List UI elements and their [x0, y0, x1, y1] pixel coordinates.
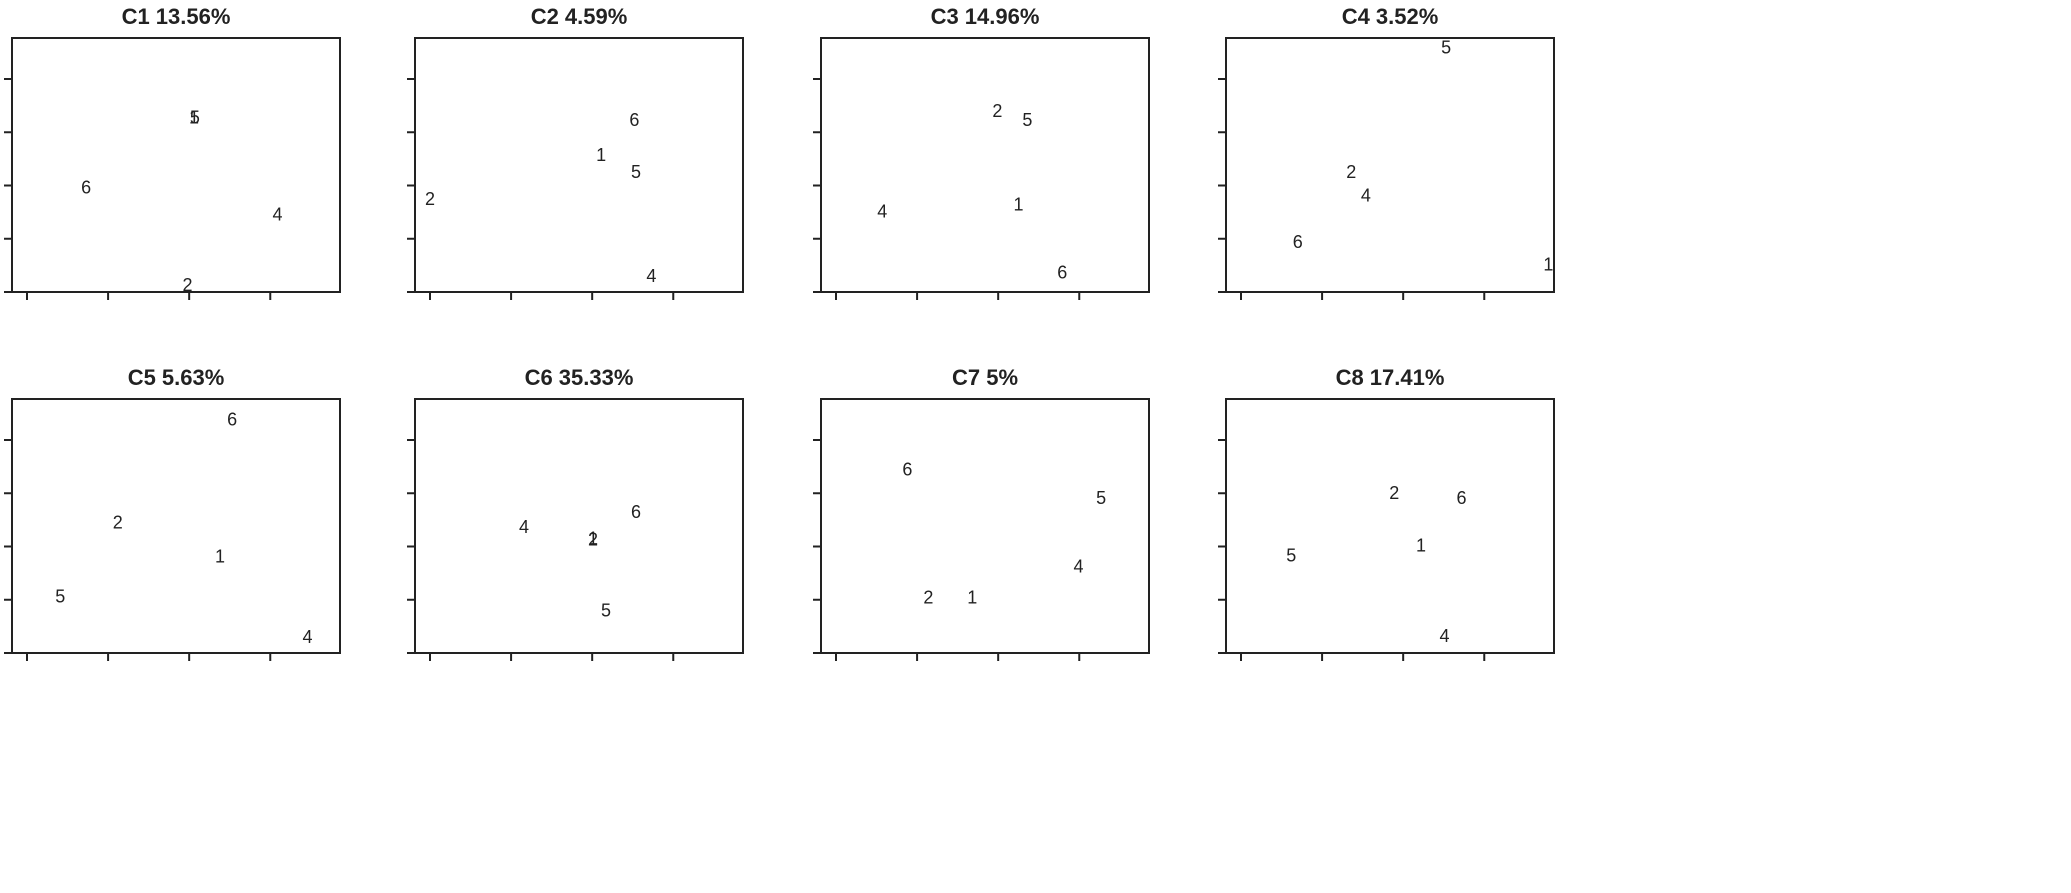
point-label: 5 [1441, 37, 1451, 57]
point-label: 6 [631, 502, 641, 522]
plot-frame [414, 37, 744, 293]
point-label: 5 [601, 601, 611, 621]
point-label: 2 [1346, 162, 1356, 182]
point-label: 5 [190, 108, 200, 128]
point-label: 4 [1440, 626, 1450, 646]
point-label: 4 [519, 517, 529, 537]
plot-frame [820, 398, 1150, 654]
point-label: 4 [1361, 185, 1371, 205]
point-label: 2 [1389, 483, 1399, 503]
point-label: 6 [81, 177, 91, 197]
point-label: 2 [113, 512, 123, 532]
panel-title: C1 13.56% [122, 4, 231, 29]
panel-title: C8 17.41% [1336, 365, 1445, 390]
point-label: 5 [55, 586, 65, 606]
panel-title: C2 4.59% [531, 4, 628, 29]
point-label: 4 [1073, 557, 1083, 577]
point-label: 2 [923, 587, 933, 607]
point-label: 1 [1543, 255, 1553, 275]
point-label: 1 [967, 587, 977, 607]
panel-title: C5 5.63% [128, 365, 225, 390]
point-label: 4 [303, 627, 313, 647]
plot-frame [11, 398, 341, 654]
point-label: 5 [1022, 110, 1032, 130]
point-label: 1 [1013, 194, 1023, 214]
panel-title: C7 5% [952, 365, 1018, 390]
plot-frame [820, 37, 1150, 293]
plot-frame [1225, 398, 1555, 654]
plot-frame [414, 398, 744, 654]
point-label: 2 [183, 275, 193, 295]
panel-title: C3 14.96% [931, 4, 1040, 29]
point-label: 6 [1293, 232, 1303, 252]
point-label: 4 [273, 205, 283, 225]
point-label: 4 [646, 266, 656, 286]
plot-frame [1225, 37, 1555, 293]
point-label: 1 [588, 528, 598, 548]
point-label: 1 [189, 108, 199, 128]
point-label: 2 [588, 529, 598, 549]
point-label: 4 [877, 201, 887, 221]
point-label: 6 [902, 460, 912, 480]
point-label: 5 [631, 162, 641, 182]
point-label: 1 [596, 145, 606, 165]
point-label: 2 [425, 189, 435, 209]
point-label: 1 [1416, 535, 1426, 555]
point-label: 5 [1096, 488, 1106, 508]
plot-frame [11, 37, 341, 293]
point-label: 6 [1457, 488, 1467, 508]
panel-title: C4 3.52% [1342, 4, 1439, 29]
point-label: 2 [992, 101, 1002, 121]
panel-title: C6 35.33% [525, 365, 634, 390]
point-label: 6 [227, 410, 237, 430]
point-label: 6 [1057, 263, 1067, 283]
point-label: 5 [1286, 545, 1296, 565]
point-label: 6 [629, 110, 639, 130]
point-label: 1 [215, 546, 225, 566]
